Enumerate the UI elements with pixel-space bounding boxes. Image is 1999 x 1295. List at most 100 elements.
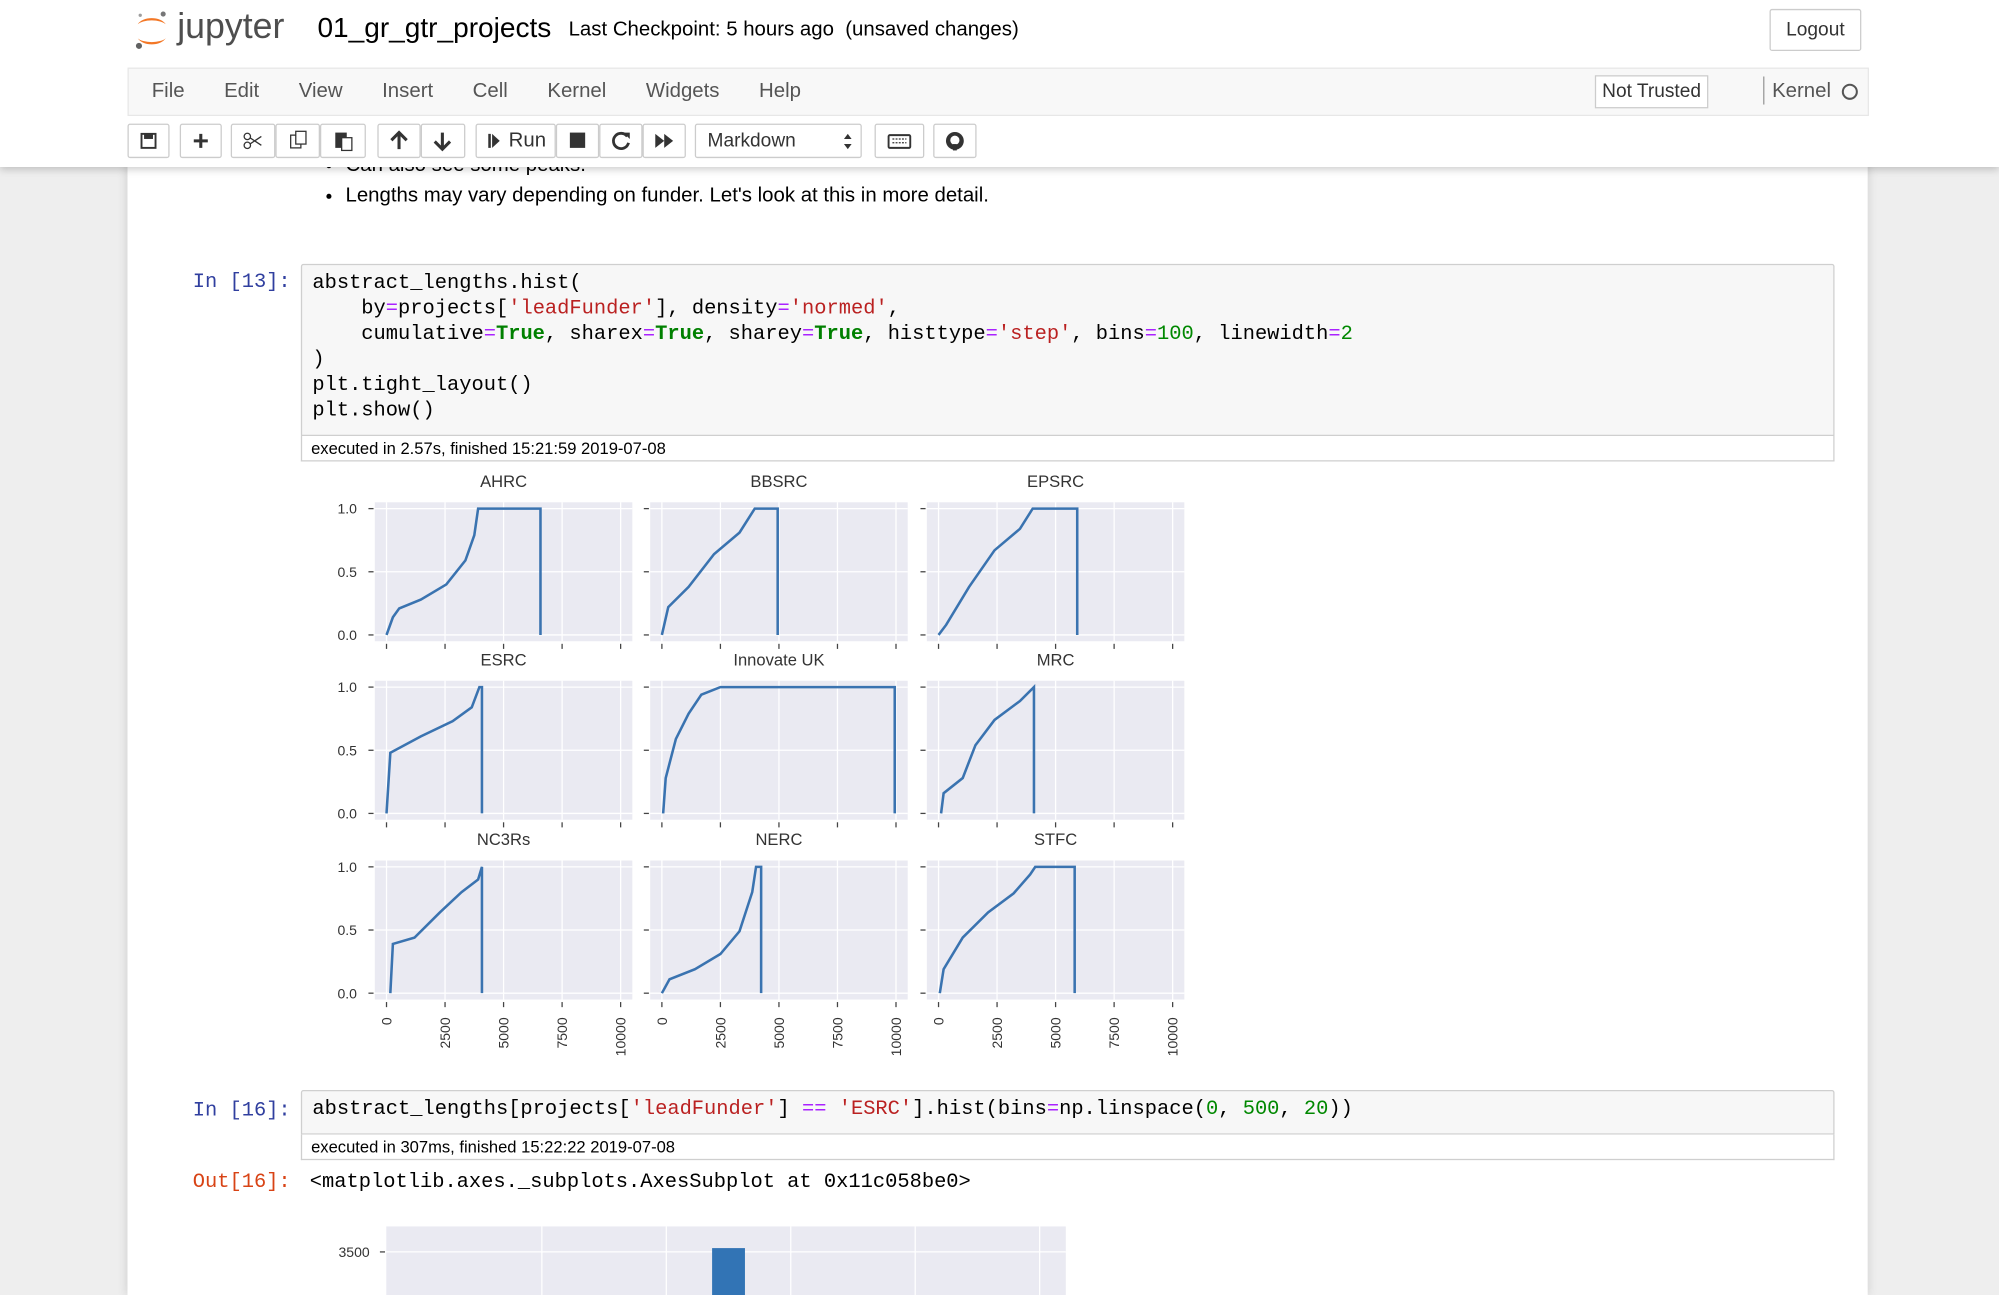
logo-text[interactable]: jupyter <box>177 6 285 46</box>
subplot-title: MRC <box>1037 650 1075 669</box>
github-button[interactable] <box>933 123 977 159</box>
y-tick-label: 1.0 <box>337 501 357 517</box>
code-token: 100 <box>1157 322 1194 346</box>
copy-button[interactable] <box>275 123 320 159</box>
code-cell[interactable]: abstract_lengths.hist( by=projects['lead… <box>300 263 1835 437</box>
interrupt-button[interactable] <box>555 123 600 159</box>
histogram-bar <box>712 1248 745 1295</box>
code-token: abstract_lengths.hist( <box>312 271 582 295</box>
code-token: = <box>777 297 790 320</box>
code-line: cumulative=True, sharex=True, sharey=Tru… <box>312 323 1353 346</box>
menu-item[interactable]: Cell <box>472 80 508 102</box>
move-down-button[interactable] <box>420 123 466 159</box>
header: jupyter 01_gr_gtr_projects Last Checkpoi… <box>0 0 1999 168</box>
kernel-name: Kernel <box>1772 80 1832 102</box>
code-token: , <box>1279 1097 1304 1121</box>
code-token: ] <box>777 1097 790 1121</box>
x-tick-label: 0 <box>379 1017 395 1025</box>
x-tick-label: 10000 <box>888 1017 904 1056</box>
code-line: ) <box>312 348 324 371</box>
subplot-title: EPSRC <box>1027 472 1084 491</box>
cumulative-step-line <box>385 685 484 814</box>
menu-item[interactable]: Insert <box>382 80 434 102</box>
code-token: == <box>789 1097 827 1121</box>
code-token: , sharey <box>704 322 802 346</box>
y-tick-label: 0.0 <box>337 627 357 643</box>
code-token: , <box>1218 1097 1243 1121</box>
code-token: = <box>985 322 998 346</box>
run-label: Run <box>508 130 547 152</box>
code-token: 2 <box>1340 322 1353 346</box>
code-token: 'normed' <box>789 297 888 320</box>
x-tick-label: 0 <box>931 1017 947 1025</box>
menu-bar: Not Trusted Kernel File Edit View Insert Cel… <box>127 67 1869 117</box>
output-prompt: Out[16]: <box>192 1170 291 1194</box>
input-prompt: In [16]: <box>192 1098 291 1122</box>
paste-button[interactable] <box>319 123 366 159</box>
code-token: 20 <box>1303 1097 1329 1121</box>
run-button[interactable]: Run <box>475 123 556 159</box>
y-tick-label: 0.0 <box>337 806 357 822</box>
x-tick-label: 2500 <box>437 1017 453 1048</box>
notebook-name[interactable]: 01_gr_gtr_projects <box>317 11 552 44</box>
menu-item[interactable]: View <box>298 80 343 102</box>
cumulative-step-line <box>389 866 484 994</box>
subplot-title: NERC <box>755 830 802 849</box>
code-token: 'step' <box>997 322 1072 346</box>
move-up-button[interactable] <box>377 123 421 159</box>
menu-item[interactable]: Widgets <box>645 80 720 102</box>
subplot-title: ESRC <box>481 650 527 669</box>
menu-item[interactable]: Edit <box>224 80 260 102</box>
y-tick-label: 0.5 <box>337 922 357 938</box>
keyboard-button[interactable] <box>874 123 925 159</box>
code-token: = <box>1144 322 1158 346</box>
insert-button[interactable] <box>179 123 222 159</box>
checkpoint: Last Checkpoint: 5 hours ago <box>568 19 834 41</box>
y-tick-label: 0.5 <box>337 564 357 580</box>
code-token: plt.show() <box>312 399 435 422</box>
subplot-title: BBSRC <box>750 472 807 491</box>
trust-button[interactable]: Not Trusted <box>1594 75 1709 109</box>
code-token: 500 <box>1242 1097 1280 1121</box>
code-cell[interactable]: abstract_lengths[projects['leadFunder'] … <box>300 1090 1835 1135</box>
kernel-indicator <box>1841 83 1858 100</box>
cumulative-step-line <box>660 865 763 994</box>
code-line: plt.show() <box>312 399 434 422</box>
x-tick-label: 0 <box>654 1017 670 1025</box>
code-token: projects[ <box>398 297 509 320</box>
logout-button[interactable]: Logout <box>1769 8 1862 51</box>
code-token: , <box>887 297 900 320</box>
cumulative-step-line <box>939 684 1036 814</box>
y-tick-label: 1.0 <box>337 679 357 695</box>
code-token: abstract_lengths[projects[ <box>312 1097 631 1121</box>
code-token: , sharex <box>544 322 643 346</box>
bullet: Lengths may vary depending on funder. Le… <box>345 181 988 212</box>
code-line: by=projects['leadFunder'], density='norm… <box>312 297 900 320</box>
restart-button[interactable] <box>599 123 643 159</box>
cell-type-select[interactable]: Markdown <box>694 123 862 159</box>
input-prompt: In [13]: <box>192 270 291 294</box>
code-token: plt.tight_layout() <box>312 373 533 397</box>
cut-button[interactable] <box>230 123 276 159</box>
menu-item[interactable]: Kernel <box>547 80 607 102</box>
subplot-title: AHRC <box>480 472 527 491</box>
x-tick-label: 10000 <box>1165 1017 1181 1056</box>
code-token: True <box>495 322 545 346</box>
code-token: 'ESRC' <box>826 1097 913 1121</box>
code-token: 'leadFunder' <box>630 1097 778 1121</box>
run-all-button[interactable] <box>642 123 686 159</box>
code-token: = <box>1328 322 1341 346</box>
code-line: plt.tight_layout() <box>312 374 532 397</box>
y-tick-label: 1.0 <box>337 859 357 875</box>
x-tick-label: 7500 <box>554 1017 570 1048</box>
subplot-title: STFC <box>1034 830 1077 849</box>
code-token: , linewidth <box>1193 322 1329 346</box>
menu-item[interactable]: File <box>151 80 185 102</box>
code-token: 0 <box>1205 1097 1219 1121</box>
save-button[interactable] <box>127 123 170 159</box>
menu-item[interactable]: Help <box>759 80 801 102</box>
x-tick-label: 10000 <box>613 1017 629 1056</box>
code-token: 'leadFunder' <box>508 297 656 320</box>
